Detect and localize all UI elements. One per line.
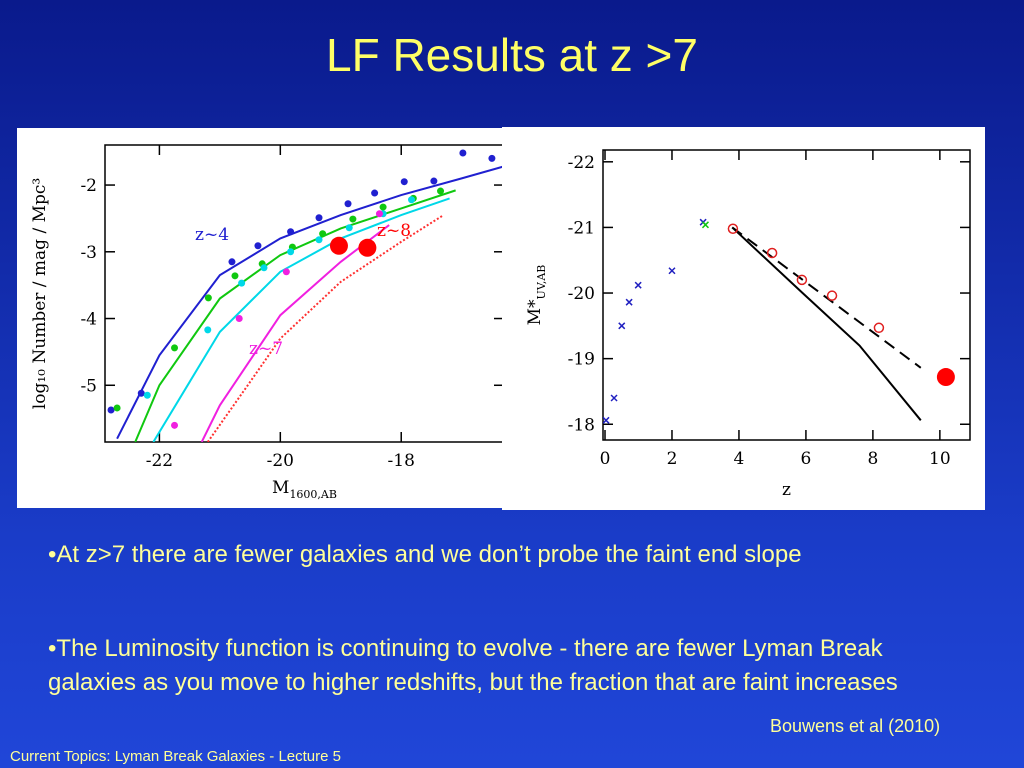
point [603,416,610,424]
point [349,215,357,223]
x-tick-label: 2 [667,449,678,469]
point [701,221,709,229]
point [204,294,212,302]
point [430,177,438,185]
point [488,154,496,162]
x-tick-label: -20 [267,451,294,471]
plot-frame [602,149,971,441]
fit-line [731,226,922,369]
plot-area [603,218,955,424]
point [254,242,262,250]
x-tick-label: 6 [801,449,812,469]
point [796,274,808,286]
y-tick-label: -4 [80,310,97,330]
x-tick-label: 10 [929,449,951,469]
point [727,223,739,234]
y-tick-label: -18 [568,415,595,435]
x-tick-label: 4 [734,449,745,469]
point [344,200,352,208]
plot-frame [104,144,502,443]
x-tick-label: -18 [388,451,415,471]
point [625,298,633,306]
fit-line [731,226,922,421]
fit-line [206,214,445,442]
annotation: z~8 [377,221,411,241]
footer: Current Topics: Lyman Break Galaxies - L… [10,748,341,765]
point [315,214,323,222]
mstar-chart: 0 2 4 6 8 10 -22 -21 -20 -19 -18 z M*UV,AB [502,127,985,510]
credit: Bouwens et al (2010) [770,716,941,736]
x-axis-label-main: M [272,478,289,498]
bullet: •At z>7 there are fewer galaxies and we … [48,541,802,568]
point [171,421,179,429]
point [287,248,295,256]
point [319,230,327,238]
annotation: z~4 [195,225,229,245]
point [287,228,295,236]
bullet: •The Luminosity function is continuing t… [48,635,898,696]
point [375,210,383,218]
fit-line [152,197,450,442]
point [766,247,778,259]
y-axis-label: log₁₀ Number / mag / Mpc³ [30,178,50,409]
point [282,268,290,276]
point [936,368,955,387]
point [459,149,467,157]
y-axis-label-sub: UV,AB [535,265,548,300]
y-tick-label: -21 [568,218,595,238]
point [408,196,416,204]
point [231,272,239,280]
y-tick-label: -22 [568,153,595,173]
y-axis-label-main: log₁₀ Number / mag / Mpc³ [30,178,50,409]
x-tick-label: -22 [146,451,173,471]
point [107,406,115,414]
fit-line [134,189,456,442]
plot-area [107,149,502,442]
annotation: z~7 [249,339,283,359]
point [618,322,626,330]
point [228,258,236,266]
point [345,224,353,232]
point [400,178,408,186]
y-tick-label: -3 [80,243,97,263]
point [610,394,618,402]
point [668,267,676,275]
point [437,187,445,195]
point [137,389,145,397]
point [260,264,268,272]
point [873,322,885,334]
y-tick-label: -5 [80,376,97,396]
fit-line [116,165,502,440]
x-axis-label-sub: 1600,AB [289,488,337,501]
point [143,391,151,399]
point [634,281,642,289]
x-tick-label: 8 [867,449,878,469]
fit-line [200,224,390,442]
y-axis-label: M*UV,AB [525,265,548,326]
x-axis-label: M1600,AB [272,478,337,501]
point [171,344,179,352]
point [826,290,838,301]
y-tick-label: -20 [568,284,595,304]
y-axis-label-main: M* [525,299,545,325]
x-axis-label-main: z [782,480,791,500]
point [358,238,377,257]
point [329,236,348,255]
point [113,404,121,412]
point [204,326,212,334]
y-tick-label: -19 [568,350,595,370]
point [315,236,323,244]
title: LF Results at z >7 [326,29,698,81]
point [238,279,246,287]
point [379,203,387,211]
x-tick-label: 0 [600,449,611,469]
x-axis-label: z [782,480,791,500]
point [371,189,379,197]
point [235,315,243,323]
y-tick-label: -2 [80,176,97,196]
